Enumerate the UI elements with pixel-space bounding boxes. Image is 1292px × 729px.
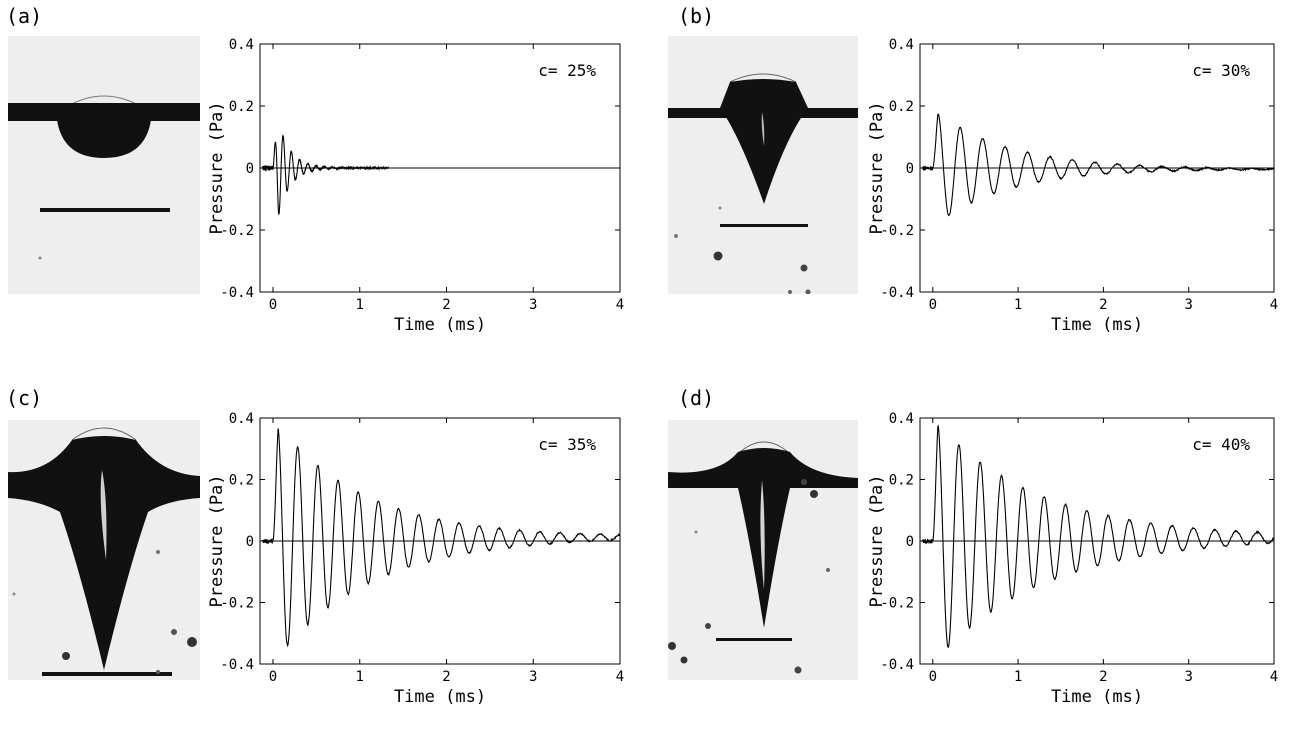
x-tick-label: 3 <box>1184 297 1192 313</box>
x-tick-label: 0 <box>269 669 277 685</box>
droplet-photo-b <box>668 36 858 294</box>
x-tick-label: 0 <box>269 297 277 313</box>
y-tick-label: 0.4 <box>889 37 914 53</box>
y-axis-title: Pressure (Pa) <box>867 101 887 234</box>
pressure-series-line <box>922 113 1275 217</box>
pressure-plot-d: 0 1 2 3 4 0.4 0.2 0 -0.2 -0.4 Time (ms) Pressure (P… <box>860 404 1292 729</box>
concentration-annotation: c= 40% <box>1192 435 1250 454</box>
pressure-series-line <box>922 424 1275 648</box>
y-tick-label: 0.4 <box>229 411 254 427</box>
y-tick-label: 0 <box>906 161 914 177</box>
y-tick-label: -0.2 <box>220 596 254 612</box>
droplet-photo-a <box>8 36 200 294</box>
y-axis-title: Pressure (Pa) <box>207 474 227 607</box>
panel-label-b: (b) <box>678 4 715 28</box>
y-tick-label: 0.2 <box>229 99 254 115</box>
x-tick-label: 2 <box>1099 669 1107 685</box>
y-tick-label: -0.4 <box>220 285 254 301</box>
panel-label-c: (c) <box>6 386 43 410</box>
x-tick-label: 3 <box>529 669 537 685</box>
y-tick-label: -0.4 <box>880 285 914 301</box>
y-tick-label: -0.2 <box>880 223 914 239</box>
x-axis-title: Time (ms) <box>1051 687 1143 707</box>
concentration-annotation: c= 30% <box>1192 61 1250 80</box>
pressure-plot-b: 0 1 2 3 4 0.4 0.2 0 -0.2 -0.4 Time (ms) Pressure (P… <box>860 30 1292 360</box>
x-tick-label: 4 <box>616 669 624 685</box>
x-tick-label: 1 <box>1014 297 1022 313</box>
x-tick-label: 1 <box>356 669 364 685</box>
y-tick-label: 0 <box>246 534 254 550</box>
x-tick-label: 3 <box>1184 669 1192 685</box>
pressure-plot-a: 0 1 2 3 4 0.4 0.2 0 -0.2 -0.4 Time (ms) Pressure (P… <box>200 30 640 360</box>
y-tick-label: -0.2 <box>220 223 254 239</box>
x-tick-label: 4 <box>1270 297 1278 313</box>
x-tick-label: 4 <box>1270 669 1278 685</box>
y-tick-label: 0.4 <box>889 411 914 427</box>
y-tick-label: 0.2 <box>889 473 914 489</box>
pressure-plot-c: 0 1 2 3 4 0.4 0.2 0 -0.2 -0.4 Time (ms) Pressure (P… <box>200 404 640 729</box>
y-axis-title: Pressure (Pa) <box>867 474 887 607</box>
x-axis-title: Time (ms) <box>394 687 486 707</box>
concentration-annotation: c= 35% <box>538 435 596 454</box>
x-tick-label: 1 <box>356 297 364 313</box>
panel-label-d: (d) <box>678 386 715 410</box>
panel-label-a: (a) <box>6 4 43 28</box>
x-tick-label: 2 <box>442 297 450 313</box>
y-tick-label: 0.2 <box>889 99 914 115</box>
y-tick-label: 0.4 <box>229 37 254 53</box>
y-tick-label: -0.4 <box>880 657 914 673</box>
concentration-annotation: c= 25% <box>538 61 596 80</box>
x-axis-title: Time (ms) <box>1051 315 1143 335</box>
x-tick-label: 0 <box>929 297 937 313</box>
droplet-photo-c <box>8 420 200 680</box>
x-tick-label: 3 <box>529 297 537 313</box>
x-tick-label: 4 <box>616 297 624 313</box>
x-tick-label: 2 <box>442 669 450 685</box>
pressure-series-line <box>262 134 389 216</box>
x-tick-label: 0 <box>929 669 937 685</box>
droplet-photo-d <box>668 420 858 680</box>
y-tick-label: 0 <box>906 534 914 550</box>
x-tick-label: 2 <box>1099 297 1107 313</box>
y-tick-label: 0.2 <box>229 473 254 489</box>
x-axis-title: Time (ms) <box>394 315 486 335</box>
y-axis-title: Pressure (Pa) <box>207 101 227 234</box>
x-tick-label: 1 <box>1014 669 1022 685</box>
y-tick-label: -0.2 <box>880 596 914 612</box>
y-tick-label: 0 <box>246 161 254 177</box>
y-tick-label: -0.4 <box>220 657 254 673</box>
pressure-series-line <box>262 428 621 648</box>
